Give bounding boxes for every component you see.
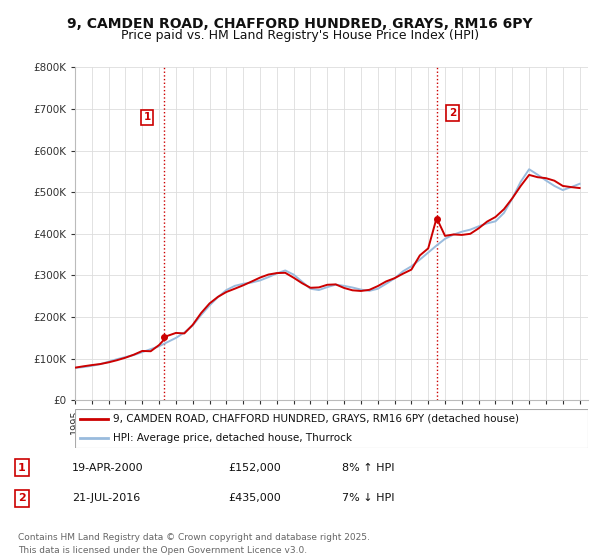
Text: Price paid vs. HM Land Registry's House Price Index (HPI): Price paid vs. HM Land Registry's House …	[121, 29, 479, 42]
Text: 2: 2	[449, 108, 456, 118]
Text: 1: 1	[18, 463, 26, 473]
Text: Contains HM Land Registry data © Crown copyright and database right 2025.
This d: Contains HM Land Registry data © Crown c…	[18, 533, 370, 554]
Text: 2: 2	[18, 493, 26, 503]
Text: 21-JUL-2016: 21-JUL-2016	[72, 493, 140, 503]
Text: 7% ↓ HPI: 7% ↓ HPI	[342, 493, 395, 503]
Text: 9, CAMDEN ROAD, CHAFFORD HUNDRED, GRAYS, RM16 6PY (detached house): 9, CAMDEN ROAD, CHAFFORD HUNDRED, GRAYS,…	[113, 414, 520, 423]
Text: £152,000: £152,000	[228, 463, 281, 473]
Text: 19-APR-2000: 19-APR-2000	[72, 463, 143, 473]
Text: 9, CAMDEN ROAD, CHAFFORD HUNDRED, GRAYS, RM16 6PY: 9, CAMDEN ROAD, CHAFFORD HUNDRED, GRAYS,…	[67, 17, 533, 31]
FancyBboxPatch shape	[75, 409, 588, 448]
Text: 8% ↑ HPI: 8% ↑ HPI	[342, 463, 395, 473]
Text: £435,000: £435,000	[228, 493, 281, 503]
Text: HPI: Average price, detached house, Thurrock: HPI: Average price, detached house, Thur…	[113, 433, 352, 443]
Text: 1: 1	[143, 112, 151, 122]
